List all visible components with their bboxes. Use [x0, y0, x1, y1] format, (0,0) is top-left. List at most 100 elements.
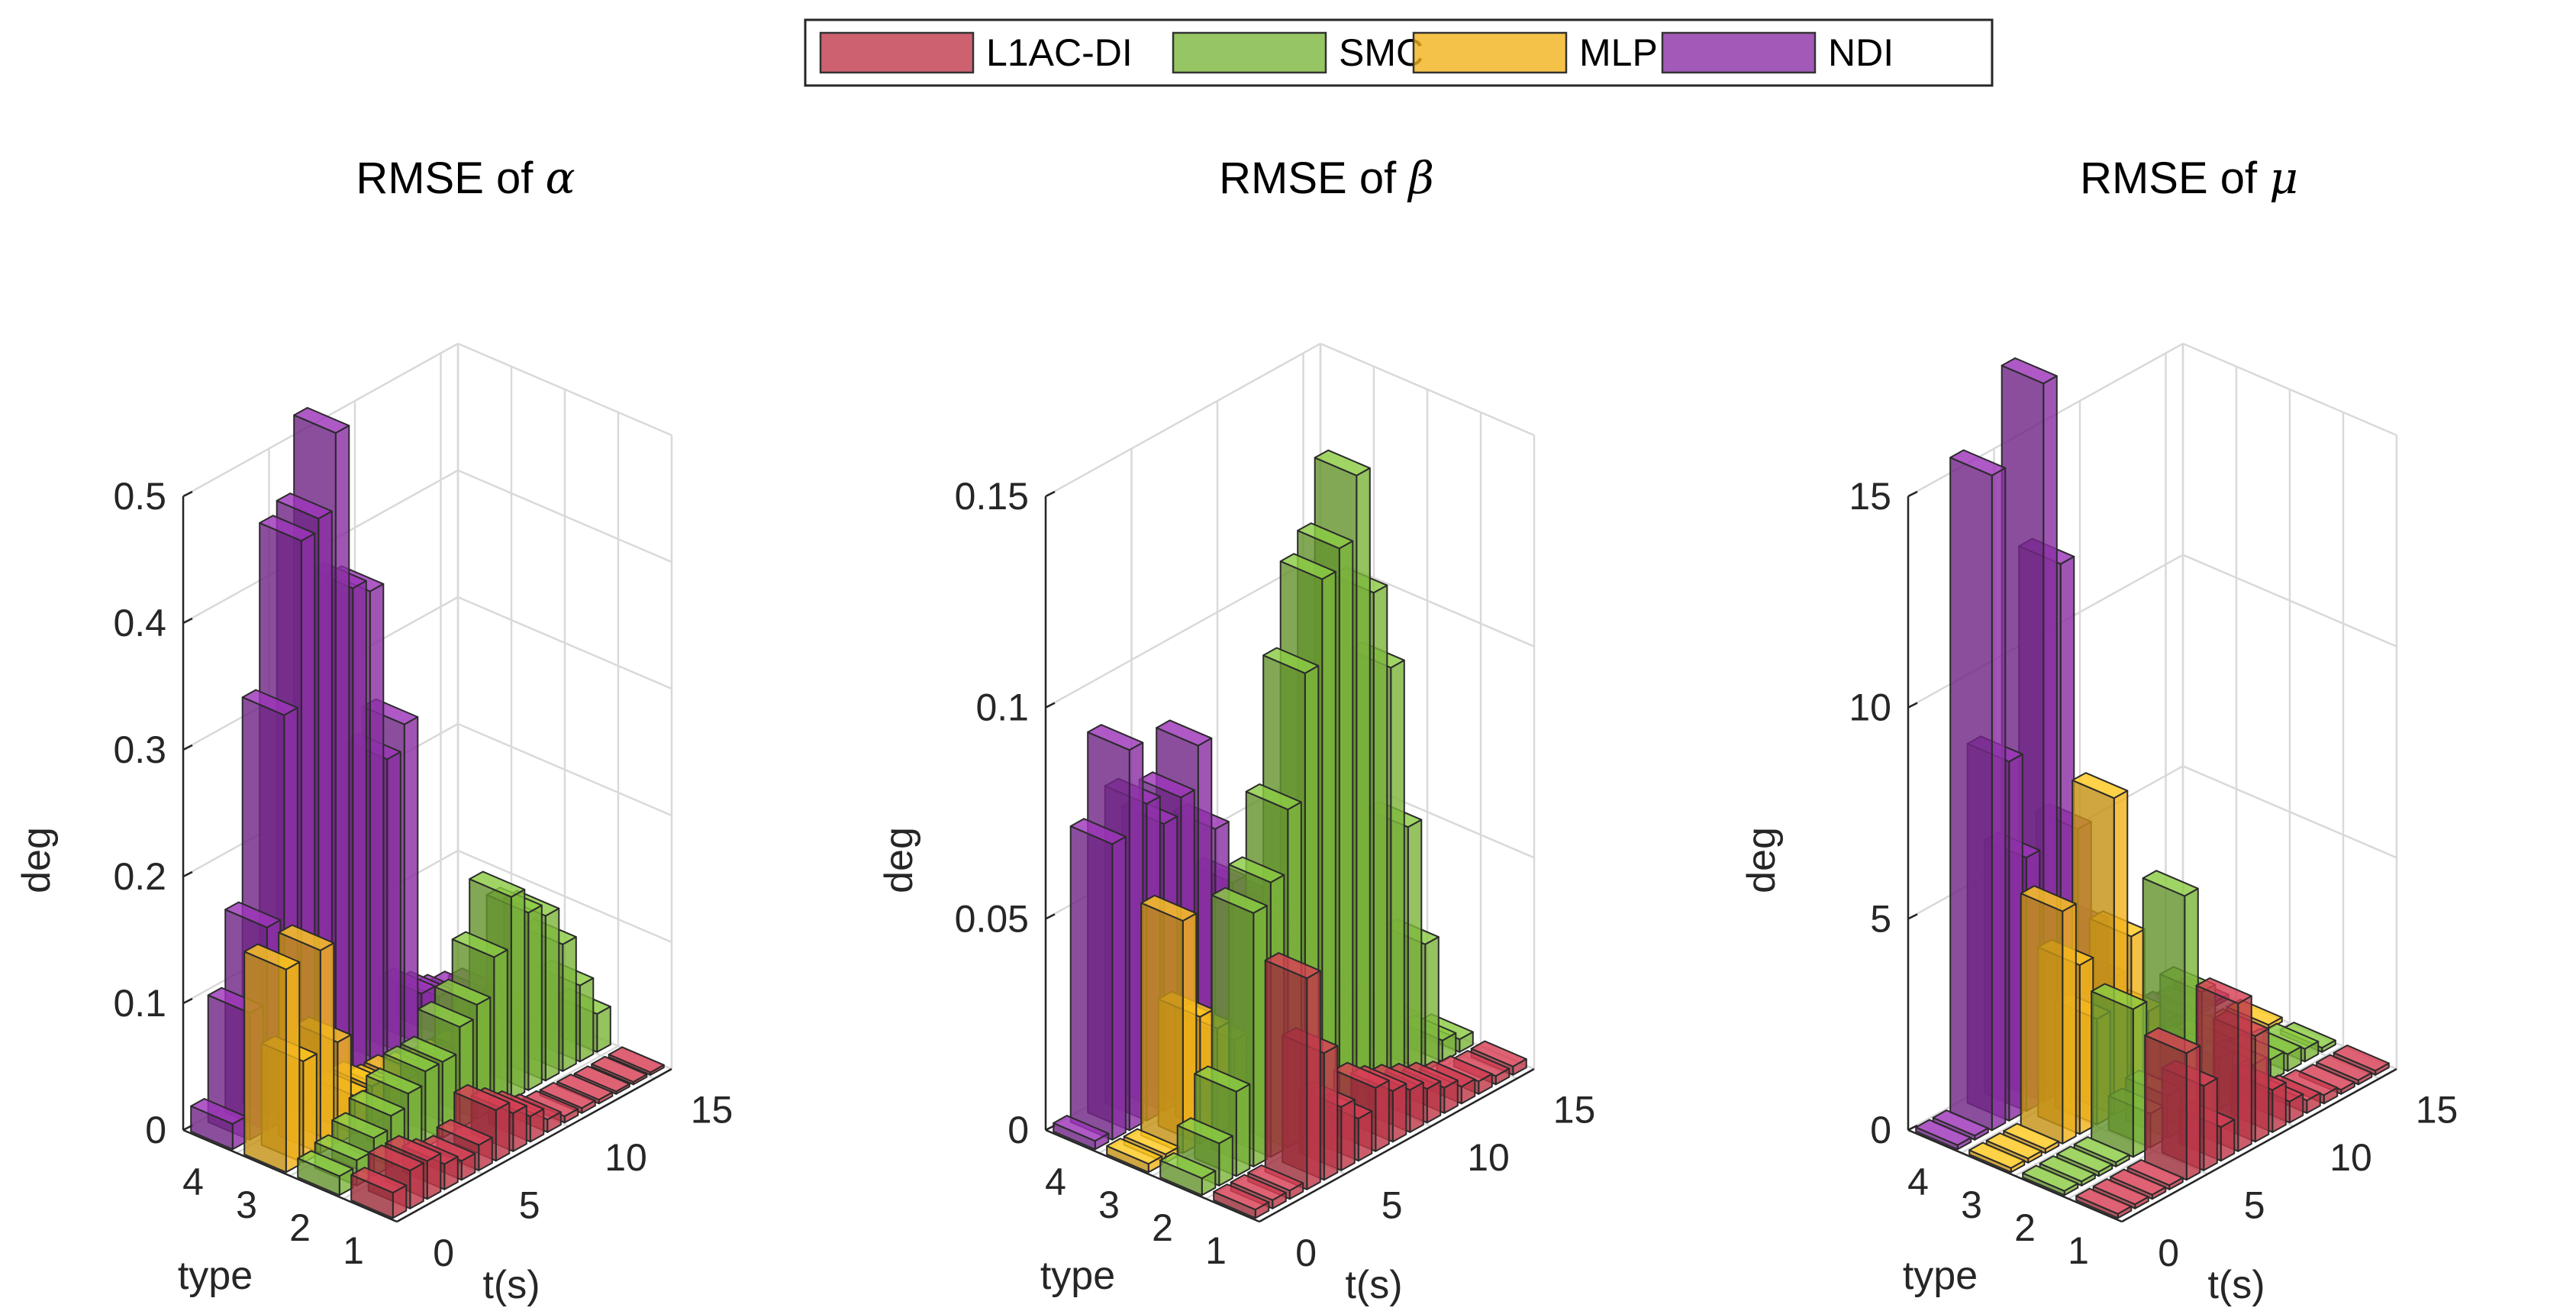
bar-face-side — [1069, 825, 1114, 1141]
bar-face-front — [334, 425, 350, 1093]
legend-label-smc: SMC — [1339, 31, 1423, 74]
bar-face-top — [243, 943, 301, 970]
legend-entry-l1ac-di: L1AC-DI — [819, 31, 1133, 74]
z-tick-label: 5 — [1870, 897, 1891, 940]
panel-beta-t-label: t(s) — [1345, 1263, 1402, 1307]
bar-face-side — [2020, 893, 2064, 1145]
z-tick-mark — [1045, 702, 1056, 709]
panel-beta-type-label: type — [1040, 1254, 1115, 1298]
bar-face-top — [1194, 1065, 1251, 1093]
bar-face-top — [2333, 1045, 2390, 1072]
t-tick-label: 15 — [2416, 1088, 2458, 1131]
z-tick-mark — [182, 744, 193, 751]
bar-face-top — [2075, 1187, 2133, 1215]
panel-alpha-title: RMSE of α — [356, 152, 575, 204]
panel-alpha-t-label: t(s) — [482, 1263, 540, 1307]
type-axis-line — [1907, 1129, 2123, 1223]
bar-face-top — [1262, 647, 1320, 674]
bar-smc-t0 — [2022, 1164, 2079, 1196]
z-tick-mark — [182, 490, 193, 498]
panel-beta-title: RMSE of β — [1219, 152, 1434, 204]
bar-face-top — [1985, 1132, 2042, 1160]
bar-face-top — [2003, 1122, 2060, 1150]
bar-face-top — [1470, 1040, 1527, 1067]
legend-label-l1ac-di: L1AC-DI — [986, 31, 1133, 74]
z-tick-mark — [1907, 913, 1918, 920]
bar-l1ac-di-t0 — [1213, 1183, 1270, 1219]
bar-face-front — [369, 583, 385, 1074]
bar-face-top — [2126, 1159, 2184, 1187]
bar-mlp-t2 — [1140, 894, 1198, 1154]
grid-line — [1045, 342, 1321, 498]
z-tick-label: 0.5 — [113, 475, 166, 518]
bar-face-top — [2195, 977, 2252, 1005]
bar-smc-t0 — [1159, 1152, 1217, 1196]
bar-face-front — [1991, 467, 2007, 1132]
bar-face-front — [285, 961, 301, 1174]
bar-face-top — [382, 1045, 440, 1073]
legend-label-mlp: MLP — [1579, 31, 1658, 74]
t-tick-label: 5 — [519, 1183, 540, 1226]
z-tick-label: 0 — [145, 1109, 166, 1151]
legend-swatch-ndi — [1661, 31, 1817, 74]
bar-mlp-t3 — [2020, 885, 2077, 1145]
z-tick-mark — [182, 870, 193, 878]
type-tick-label: 4 — [182, 1161, 204, 1203]
t-axis-line — [2121, 1067, 2397, 1223]
bar-face-top — [2039, 1155, 2096, 1183]
t-tick-label: 0 — [1295, 1232, 1317, 1274]
bar-face-top — [224, 901, 282, 928]
z-tick-label: 15 — [1849, 475, 1891, 518]
bar-face-top — [2073, 1136, 2130, 1164]
panel-mu-bars — [1915, 357, 2390, 1219]
bar-face-top — [608, 1046, 665, 1074]
bar-face-front — [2203, 1077, 2218, 1171]
bar-face-top — [400, 1035, 457, 1063]
type-tick-label: 1 — [343, 1229, 364, 1272]
bar-face-side — [2144, 1034, 2188, 1181]
t-tick-label: 10 — [605, 1136, 647, 1179]
z-tick-label: 0.1 — [975, 686, 1029, 729]
bar-face-front — [2185, 1045, 2201, 1181]
bar-face-top — [1333, 1061, 1390, 1089]
bar-face-top — [2056, 1145, 2113, 1173]
z-tick-label: 10 — [1849, 686, 1891, 729]
legend-entry-smc: SMC — [1172, 31, 1423, 74]
bar-face-top — [436, 1119, 493, 1146]
bar-face-front — [1424, 936, 1440, 1072]
bar-face-top — [434, 978, 492, 1006]
bar-face-front — [495, 1102, 511, 1162]
bar-face-front — [1218, 1135, 1233, 1187]
type-tick-label: 3 — [1961, 1183, 1982, 1226]
bar-face-top — [1213, 1183, 1270, 1211]
bar-face-top — [1279, 553, 1336, 580]
bar-l1ac-di-t3 — [1264, 952, 1321, 1190]
bar-face-top — [1176, 1117, 1233, 1145]
bar-ndi-t0 — [1915, 1119, 1972, 1151]
bar-l1ac-di-t4 — [2144, 1027, 2201, 1181]
z-tick-label: 0.2 — [113, 855, 166, 898]
bar-face-front — [2271, 1081, 2287, 1133]
panel-mu-type-label: type — [1903, 1254, 1978, 1298]
z-tick-label: 0 — [1870, 1109, 1891, 1151]
bar-face-front — [1407, 819, 1423, 1082]
bar-face-front — [1356, 467, 1371, 1110]
bar-face-top — [278, 924, 335, 951]
panel-beta-z-label: deg — [877, 827, 921, 893]
bar-face-front — [1390, 659, 1405, 1091]
bar-face-top — [1053, 1115, 1110, 1142]
t-tick-label: 10 — [1467, 1136, 1510, 1179]
bar-face-side — [1264, 959, 1308, 1190]
bar-face-top — [2142, 870, 2199, 897]
bar-face-top — [1140, 894, 1198, 922]
bar-mlp-t0 — [1106, 1138, 1163, 1174]
bar-face-top — [1156, 719, 1213, 747]
bar-face-top — [276, 492, 333, 520]
type-axis-line — [182, 1129, 398, 1223]
t-tick-label: 0 — [2158, 1232, 2179, 1274]
bar-face-top — [451, 931, 508, 958]
t-tick-label: 10 — [2329, 1136, 2372, 1179]
bar-face-top — [1264, 952, 1321, 980]
bar-ndi-t0 — [190, 1098, 247, 1151]
